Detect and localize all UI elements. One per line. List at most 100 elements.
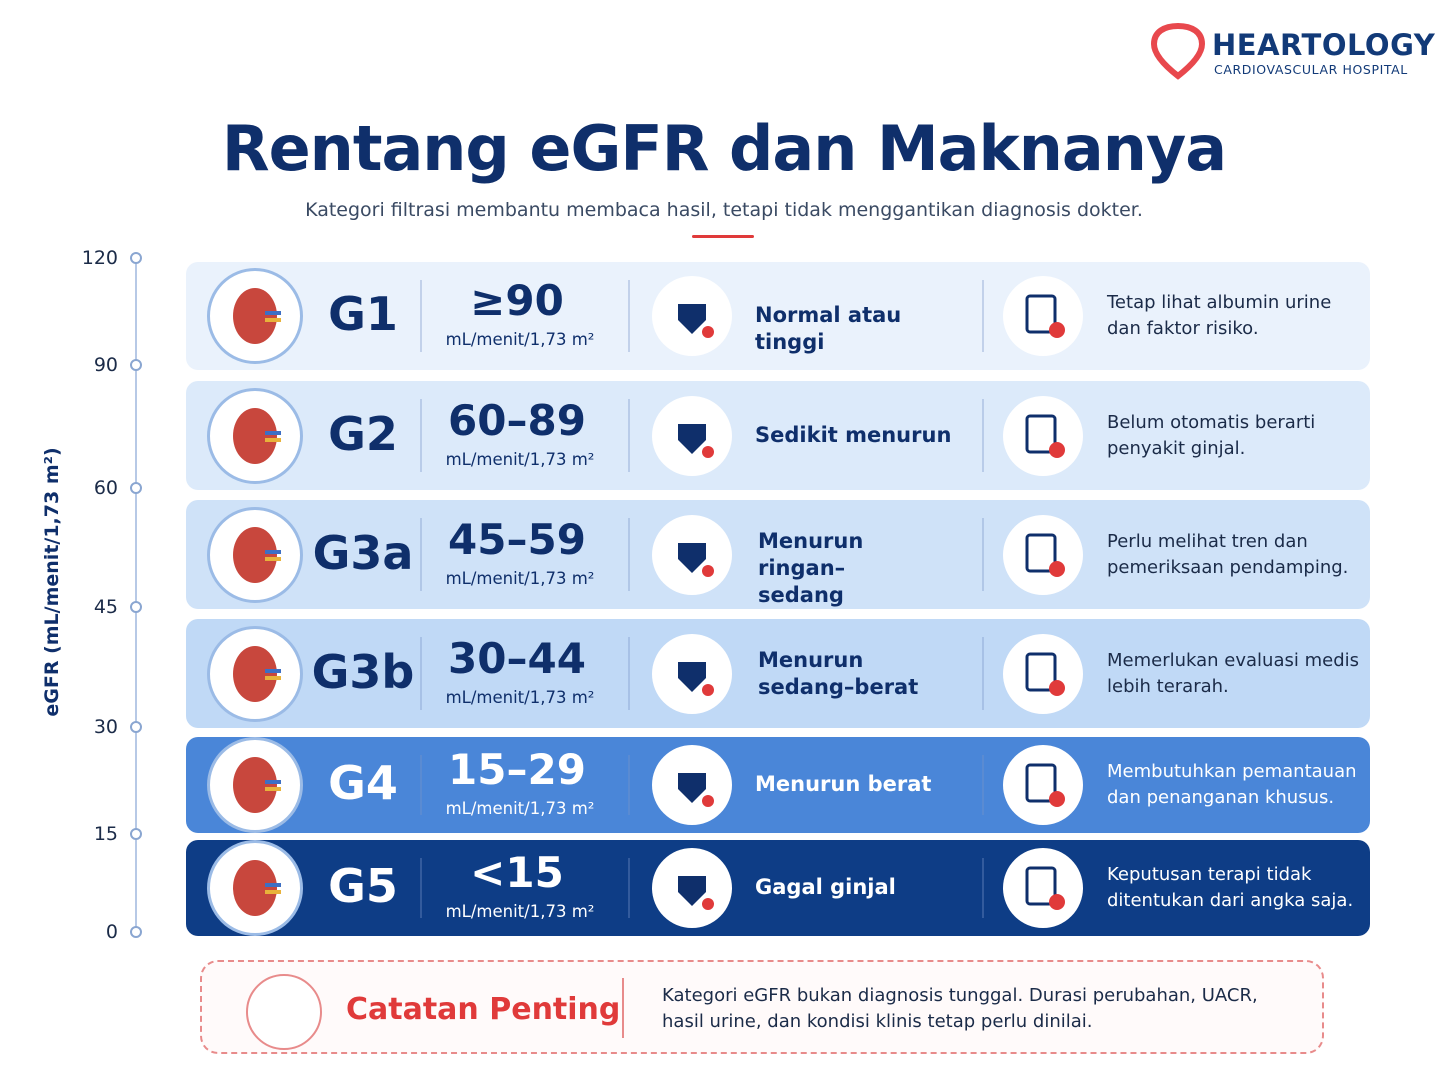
callout-box xyxy=(200,960,1324,1054)
kidney-icon xyxy=(207,506,303,603)
axis-tick-dot xyxy=(130,252,142,264)
range-value: 30–44 xyxy=(448,633,586,683)
meaning-icon xyxy=(652,276,732,356)
row-divider xyxy=(982,637,984,710)
axis-tick-dot xyxy=(130,926,142,938)
row-divider xyxy=(982,280,984,352)
axis-tick-label: 30 xyxy=(93,716,118,738)
kidney-ureter xyxy=(265,890,281,894)
brand-tagline: CARDIOVASCULAR HOSPITAL xyxy=(1214,62,1408,77)
meaning-text: Sedikit menurun xyxy=(755,422,952,447)
row-divider xyxy=(628,399,630,472)
axis-tick-dot xyxy=(130,721,142,733)
axis-tick-dot xyxy=(130,482,142,494)
kidney-shape xyxy=(233,757,277,813)
glyph-dot xyxy=(702,683,714,696)
axis-tick-label: 0 xyxy=(105,921,118,943)
kidney-graphic xyxy=(233,860,281,916)
meaning-icon xyxy=(652,745,732,825)
glyph-shape xyxy=(678,661,706,692)
note-text: Memerlukan evaluasi medis lebih terarah. xyxy=(1107,649,1359,697)
note-glyph xyxy=(1025,294,1065,338)
meaning-text: Gagal ginjal xyxy=(755,875,896,899)
meaning-glyph xyxy=(678,423,714,458)
kidney-graphic xyxy=(233,288,281,344)
row-divider xyxy=(628,858,630,918)
row-divider xyxy=(982,858,984,918)
note-icon xyxy=(1003,276,1083,356)
kidney-icon xyxy=(207,737,303,833)
range-value: <15 xyxy=(470,848,564,897)
stage-label: G2 xyxy=(328,406,398,461)
title-rule xyxy=(692,235,754,238)
note-icon xyxy=(1003,633,1083,714)
callout-text: Kategori eGFR bukan diagnosis tunggal. D… xyxy=(662,985,1258,1032)
range-unit: mL/menit/1,73 m² xyxy=(445,902,595,921)
meaning-icon xyxy=(652,633,732,714)
row-divider xyxy=(420,280,422,352)
kidney-ureter xyxy=(265,787,281,791)
glyph-dot xyxy=(702,795,714,807)
glyph-badge xyxy=(1049,560,1065,577)
meaning-glyph xyxy=(678,304,714,338)
row-divider xyxy=(420,858,422,918)
stage-row xyxy=(186,840,1370,936)
kidney-icon xyxy=(207,840,303,936)
meaning-glyph xyxy=(678,876,714,910)
glyph-shape xyxy=(678,876,706,906)
range-unit: mL/menit/1,73 m² xyxy=(445,449,595,469)
glyph-doc xyxy=(1025,533,1057,572)
glyph-doc xyxy=(1025,652,1057,691)
meaning-text: Menurun ringan–sedang xyxy=(758,528,864,607)
axis-tick-dot xyxy=(130,601,142,613)
note-text: Perlu melihat tren dan pemeriksaan penda… xyxy=(1107,530,1349,578)
row-divider xyxy=(420,637,422,710)
kidney-vessel xyxy=(265,549,281,554)
stage-row xyxy=(186,262,1370,370)
kidney-shape xyxy=(233,645,277,702)
range-unit: mL/menit/1,73 m² xyxy=(445,687,595,707)
meaning-text: Menurun sedang–berat xyxy=(758,647,919,699)
row-divider xyxy=(420,518,422,591)
stage-label: G3b xyxy=(311,644,415,699)
row-divider xyxy=(628,280,630,352)
meaning-icon xyxy=(652,395,732,476)
callout-divider xyxy=(622,978,624,1038)
axis-tick-dot xyxy=(130,359,142,371)
kidney-shape xyxy=(233,288,277,344)
kidney-graphic xyxy=(233,645,281,702)
axis-tick-dot xyxy=(130,828,142,840)
stage-label: G3a xyxy=(312,525,414,580)
glyph-shape xyxy=(678,423,706,454)
row-divider xyxy=(420,399,422,472)
callout-title: Catatan Penting xyxy=(346,992,621,1027)
note-text: Belum otomatis berarti penyakit ginjal. xyxy=(1107,411,1316,459)
meaning-text: Normal atau tinggi xyxy=(755,303,902,354)
row-divider xyxy=(982,399,984,472)
glyph-badge xyxy=(1049,679,1065,696)
kidney-ureter xyxy=(265,318,281,322)
kidney-graphic xyxy=(233,407,281,464)
range-value: 45–59 xyxy=(448,514,586,564)
note-text: Membutuhkan pemantauan dan penanganan kh… xyxy=(1107,761,1357,808)
kidney-vessel xyxy=(265,883,281,887)
kidney-icon xyxy=(207,268,303,364)
stage-row xyxy=(186,500,1370,609)
note-glyph xyxy=(1025,414,1065,458)
note-text: Keputusan terapi tidak ditentukan dari a… xyxy=(1107,864,1354,911)
kidney-shape xyxy=(233,407,277,464)
range-unit: mL/menit/1,73 m² xyxy=(445,568,595,588)
brand-name: HEARTOLOGY xyxy=(1212,28,1436,62)
row-divider xyxy=(982,755,984,815)
note-icon xyxy=(1003,745,1083,825)
brand-logo xyxy=(1150,22,1206,80)
kidney-vessel xyxy=(265,668,281,673)
row-divider xyxy=(628,518,630,591)
kidney-ureter xyxy=(265,437,281,442)
meaning-glyph xyxy=(678,661,714,696)
glyph-dot xyxy=(702,898,714,910)
glyph-doc xyxy=(1025,414,1057,453)
note-glyph xyxy=(1025,866,1065,910)
page-subtitle: Kategori filtrasi membantu membaca hasil… xyxy=(305,199,1143,221)
